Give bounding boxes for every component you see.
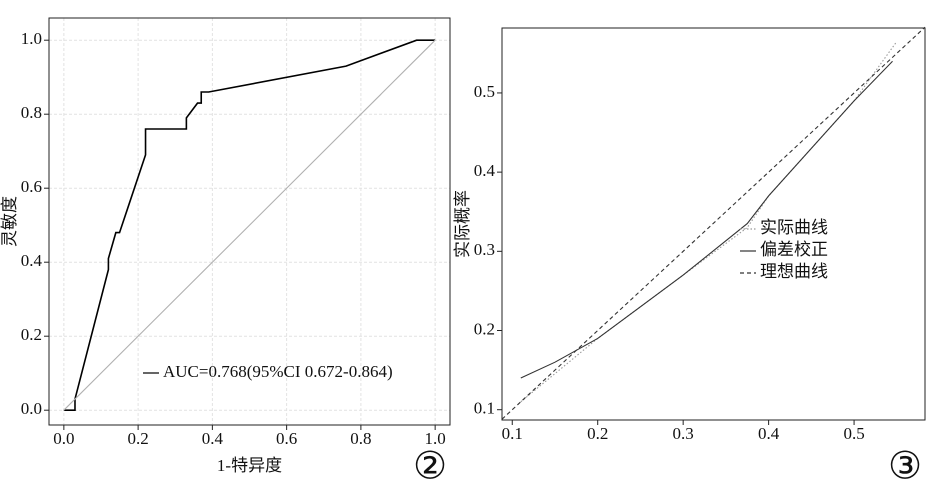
x-tick-label: 0.6 (276, 429, 297, 448)
x-tick-label: 0.4 (758, 424, 780, 443)
y-tick-label: 0.4 (21, 251, 43, 270)
x-tick-label: 0.2 (127, 429, 148, 448)
x-tick-label: 0.3 (673, 424, 694, 443)
x-tick-label: 0.8 (350, 429, 371, 448)
x-tick-label: 0.1 (502, 424, 523, 443)
series-line (63, 39, 436, 411)
y-tick-label: 0.5 (474, 82, 495, 101)
x-tick-label: 0.4 (202, 429, 224, 448)
series-line (520, 60, 893, 379)
legend-label: 理想曲线 (760, 262, 828, 281)
y-axis-label: 灵敏度 (0, 196, 19, 247)
legend-label: 偏差校正 (760, 240, 828, 259)
y-tick-label: 1.0 (21, 29, 42, 48)
panel-number: ③ (888, 446, 922, 488)
plot-frame (501, 27, 926, 421)
x-tick-label: 1.0 (425, 429, 446, 448)
series-line (63, 39, 436, 411)
y-tick-label: 0.2 (21, 325, 42, 344)
y-tick-label: 0.0 (21, 399, 42, 418)
legend-label: 实际曲线 (760, 218, 828, 237)
y-tick-label: 0.2 (474, 319, 495, 338)
y-tick-label: 0.4 (474, 161, 496, 180)
y-tick-label: 0.1 (474, 399, 495, 418)
x-axis-label: 1-特异度 (217, 456, 282, 475)
y-tick-label: 0.3 (474, 240, 495, 259)
series-line (501, 26, 926, 420)
x-tick-label: 0.5 (843, 424, 864, 443)
y-tick-label: 0.6 (21, 177, 42, 196)
panel-number: ② (413, 446, 447, 488)
series-line (520, 41, 898, 403)
x-tick-label: 0.2 (587, 424, 608, 443)
legend-label: AUC=0.768(95%CI 0.672-0.864) (163, 362, 393, 381)
x-tick-label: 0.0 (53, 429, 74, 448)
y-tick-label: 0.8 (21, 103, 42, 122)
plot-frame (48, 17, 451, 426)
y-axis-label: 实际概率 (453, 190, 472, 258)
